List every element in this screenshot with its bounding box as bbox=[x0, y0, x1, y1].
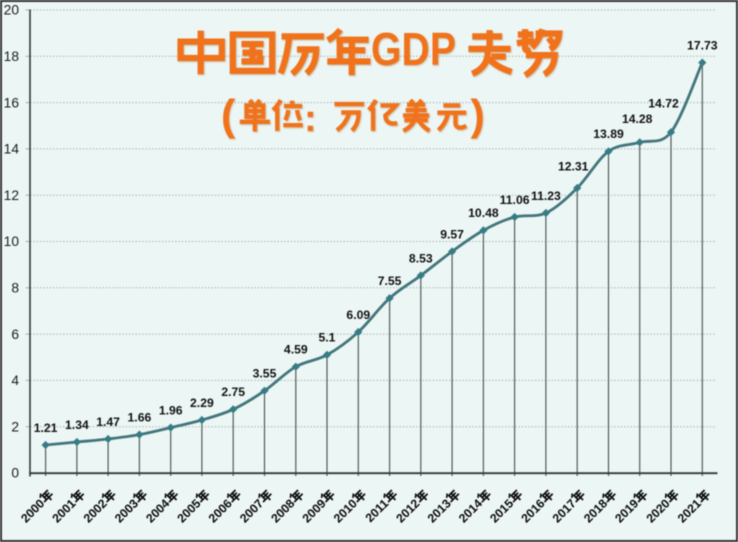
svg-text:11.23: 11.23 bbox=[531, 189, 561, 203]
svg-text:8.53: 8.53 bbox=[409, 251, 433, 265]
svg-text:1.21: 1.21 bbox=[34, 421, 58, 435]
svg-text:GDP: GDP bbox=[371, 23, 456, 75]
svg-text:): ) bbox=[471, 92, 485, 140]
svg-text:12.31: 12.31 bbox=[558, 159, 589, 173]
svg-text:9.57: 9.57 bbox=[440, 227, 464, 241]
svg-text:5.1: 5.1 bbox=[319, 331, 336, 345]
svg-text:1.34: 1.34 bbox=[65, 418, 89, 432]
svg-text:(: ( bbox=[221, 92, 236, 140]
svg-text:18: 18 bbox=[4, 49, 20, 64]
svg-text:17.73: 17.73 bbox=[687, 38, 718, 52]
svg-text:2: 2 bbox=[11, 419, 19, 434]
svg-text:14: 14 bbox=[4, 142, 20, 157]
svg-text:14.28: 14.28 bbox=[622, 112, 653, 126]
svg-text:3.55: 3.55 bbox=[253, 367, 277, 381]
svg-text:1.66: 1.66 bbox=[128, 410, 152, 424]
svg-text:4.59: 4.59 bbox=[284, 343, 308, 357]
svg-text:10: 10 bbox=[4, 234, 20, 249]
svg-text:6: 6 bbox=[11, 327, 19, 342]
svg-text:6.09: 6.09 bbox=[346, 308, 370, 322]
svg-text:16: 16 bbox=[4, 95, 20, 110]
svg-text:14.72: 14.72 bbox=[648, 97, 679, 111]
svg-text:11.06: 11.06 bbox=[500, 193, 530, 207]
svg-text:13.89: 13.89 bbox=[593, 127, 624, 141]
svg-text:10.48: 10.48 bbox=[468, 206, 499, 220]
svg-text:1.47: 1.47 bbox=[96, 415, 120, 429]
svg-text:8: 8 bbox=[11, 281, 19, 296]
svg-text:12: 12 bbox=[4, 188, 19, 203]
svg-text:20: 20 bbox=[4, 3, 20, 18]
svg-text:1.96: 1.96 bbox=[159, 403, 183, 417]
svg-text:4: 4 bbox=[11, 373, 19, 388]
svg-text:2.29: 2.29 bbox=[190, 396, 214, 410]
svg-text:0: 0 bbox=[11, 466, 19, 481]
svg-text::: : bbox=[304, 98, 317, 140]
svg-text:7.55: 7.55 bbox=[378, 274, 402, 288]
svg-text:2.75: 2.75 bbox=[221, 385, 245, 399]
